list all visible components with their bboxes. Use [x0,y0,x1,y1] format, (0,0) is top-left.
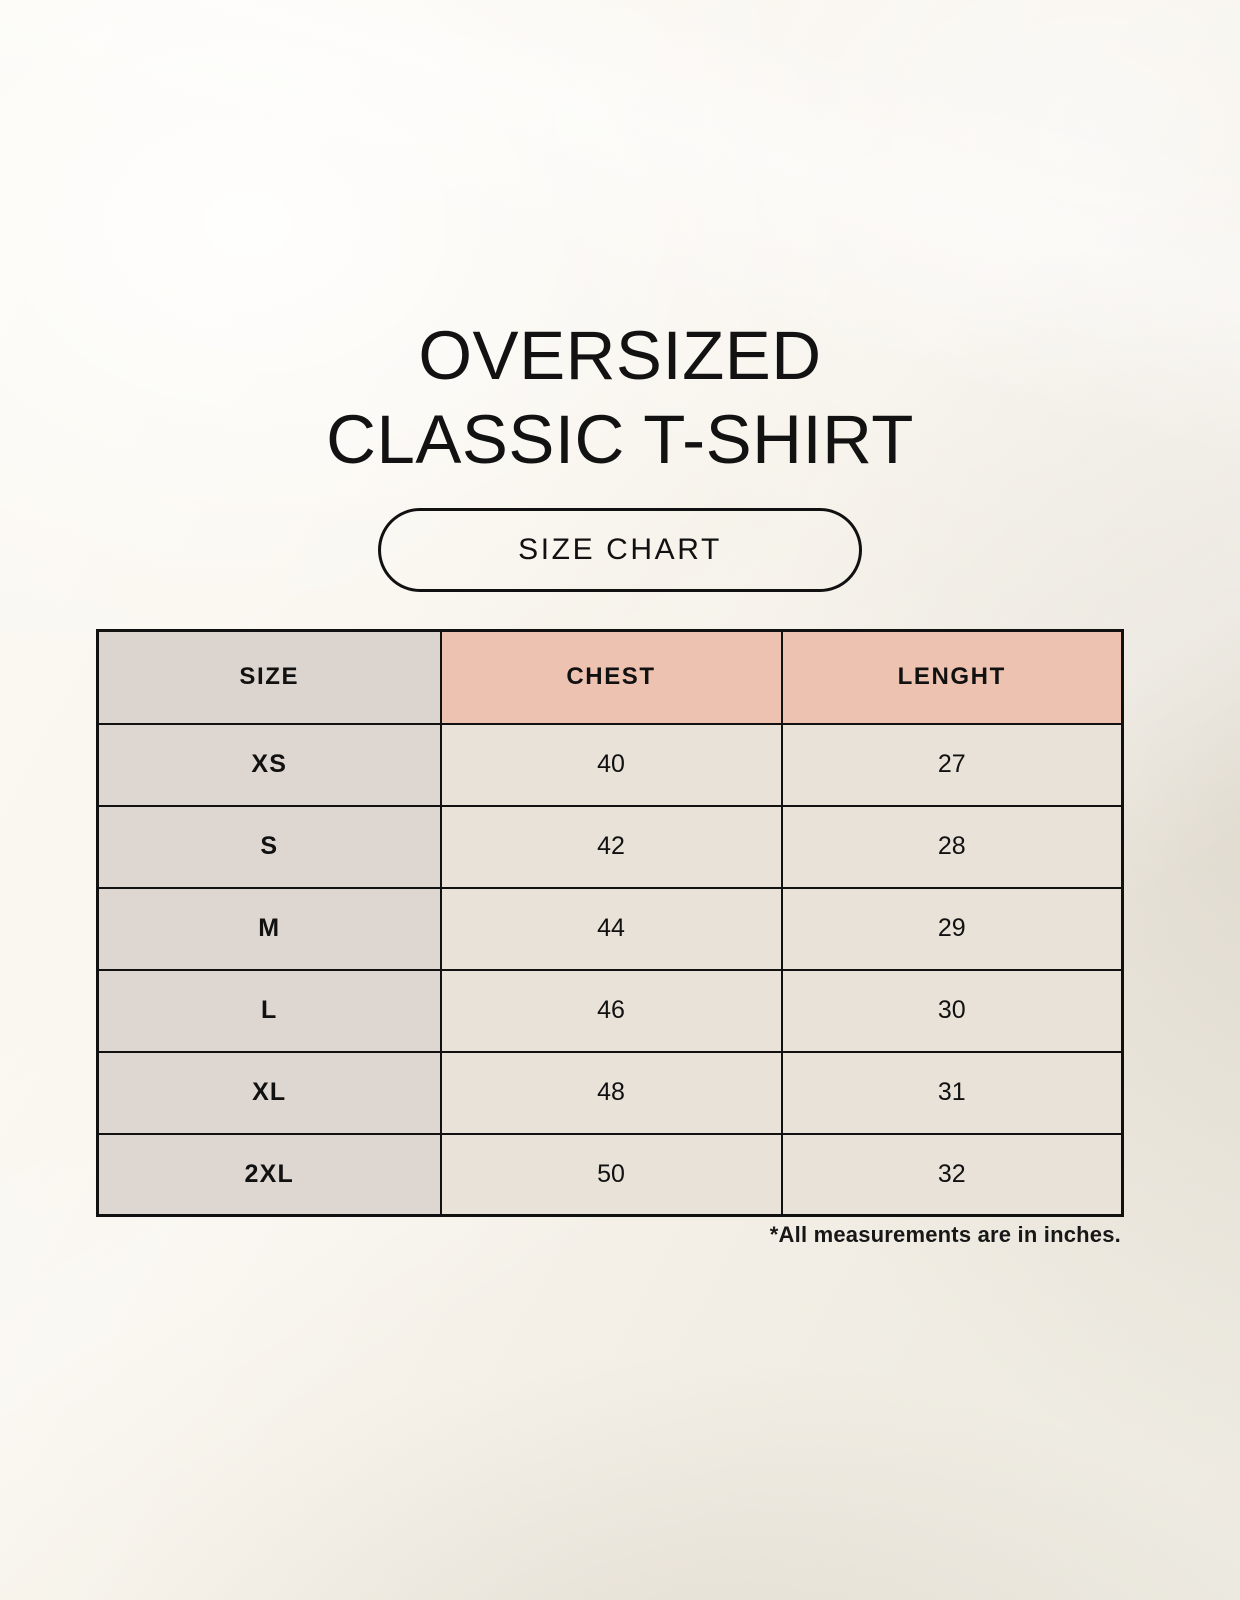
size-chart-badge-wrap: SIZE CHART [0,508,1240,592]
table-row: S 42 28 [96,804,1124,889]
table-row: XS 40 27 [96,722,1124,807]
table-header: SIZE CHEST LENGHT [96,629,1124,725]
cell-chest: 46 [439,968,783,1053]
title-line-classic-tshirt: CLASSIC T-SHIRT [326,401,914,478]
size-chart-badge: SIZE CHART [378,508,862,592]
cell-chest: 40 [439,722,783,807]
table-row: 2XL 50 32 [96,1132,1124,1217]
cell-chest: 42 [439,804,783,889]
cell-length: 30 [780,968,1124,1053]
title-line-oversized: OVERSIZED [418,317,822,394]
cell-size: M [96,886,442,971]
cell-length: 32 [780,1132,1124,1217]
cell-length: 29 [780,886,1124,971]
cell-chest: 48 [439,1050,783,1135]
column-header-length: LENGHT [780,629,1124,725]
cell-size: 2XL [96,1132,442,1217]
column-header-size: SIZE [96,629,442,725]
page-title: OVERSIZED CLASSIC T-SHIRT [0,317,1240,478]
table-body: XS 40 27 S 42 28 M 44 29 L 46 30 XL 48 [96,722,1124,1217]
table-row: L 46 30 [96,968,1124,1053]
table-row: XL 48 31 [96,1050,1124,1135]
size-chart-table: SIZE CHEST LENGHT XS 40 27 S 42 28 M 44 … [96,629,1124,1217]
column-header-chest: CHEST [439,629,783,725]
table-header-row: SIZE CHEST LENGHT [96,629,1124,725]
cell-size: XS [96,722,442,807]
size-chart-badge-label: SIZE CHART [518,533,722,566]
cell-size: XL [96,1050,442,1135]
cell-chest: 50 [439,1132,783,1217]
cell-length: 27 [780,722,1124,807]
cell-size: S [96,804,442,889]
cell-length: 31 [780,1050,1124,1135]
measurement-footnote: *All measurements are in inches. [769,1222,1121,1247]
table-row: M 44 29 [96,886,1124,971]
cell-chest: 44 [439,886,783,971]
cell-length: 28 [780,804,1124,889]
cell-size: L [96,968,442,1053]
